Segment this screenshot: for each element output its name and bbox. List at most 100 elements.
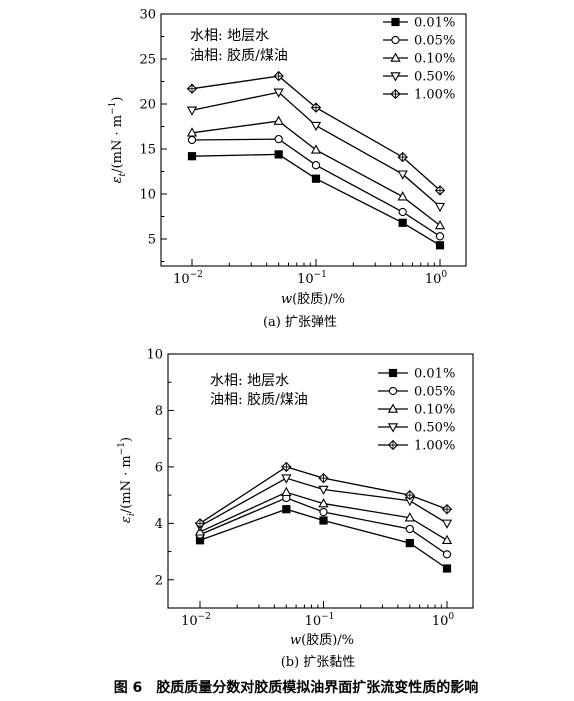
legend-label: 0.50% [414,70,455,85]
x-axis: 10−2 10−1 100 [181,601,454,629]
data-point [397,191,408,201]
series-010 [186,115,446,230]
legend-item: 1.00% [378,439,455,454]
series-group [194,461,453,573]
x-tick-label: 10−1 [297,270,327,287]
data-point [310,144,322,154]
y-tick-label: 15 [139,143,156,158]
legend-marker [391,35,400,45]
legend-label: 0.50% [414,421,455,436]
data-point [273,115,284,125]
legend-marker [387,439,399,451]
y-tick-label: 30 [139,8,156,23]
legend-marker [387,403,399,413]
y-tick-label: 6 [155,460,163,475]
data-point [398,207,407,217]
data-point [318,498,329,508]
x-axis: 10−2 10−1 100 [173,259,447,287]
subcaption-b: (b) 扩张黏性 [281,654,356,670]
legend-marker [390,88,401,100]
y-axis-title: εi/(mN · m−1) [117,437,137,523]
x-axis-title: w(胶质)/% [290,632,354,648]
y-tick-label: 10 [146,348,163,363]
data-point [281,461,292,473]
data-point [274,134,283,144]
y-tick-label: 20 [139,98,156,113]
data-point [434,202,446,213]
y-tick-label: 5 [148,233,156,248]
y-tick-label: 4 [155,517,163,532]
data-point [187,152,197,161]
x-tick-label: 100 [432,612,455,629]
legend-label: 1.00% [414,439,455,454]
legend-item: 0.01% [378,367,455,382]
data-point [435,241,445,250]
y-axis-title: εt/(mN · m−1) [108,97,128,184]
data-point [405,538,414,548]
note-water-phase: 水相: 地层水 [210,373,289,389]
series-group [186,70,446,250]
series-100 [194,461,453,529]
series-001 [187,150,445,250]
series-100 [186,70,446,196]
data-point [397,151,408,163]
chart-panel-elasticity: 5 10 15 20 25 30 10−2 10−1 100 0.01% 0.05% 0.10% 0… [108,8,467,330]
legend-label: 0.10% [414,52,455,67]
legend-marker [390,72,401,82]
data-point [281,486,292,497]
data-point [274,150,283,159]
legend: 0.01% 0.05% 0.10% 0.50% 1.00% [383,16,455,103]
legend-marker [391,17,400,27]
legend-item: 0.10% [383,52,455,67]
data-point [442,564,452,573]
data-point [441,504,453,515]
legend-marker [388,368,398,378]
series-005 [187,134,445,241]
series-050 [186,88,446,213]
data-point [273,70,284,82]
data-point [405,524,414,534]
data-point [311,161,321,170]
legend-item: 0.01% [383,16,455,31]
series-010 [194,486,453,545]
data-point [282,505,291,514]
x-tick-label: 10−2 [173,270,203,287]
legend-item: 0.50% [383,70,455,85]
y-tick-label: 2 [155,573,163,588]
x-tick-label: 10−2 [181,612,211,629]
x-tick-label: 100 [425,270,448,287]
y-tick-label: 25 [139,53,156,68]
y-tick-label: 8 [155,404,163,419]
data-point [435,232,445,241]
data-point [186,106,198,116]
data-point [319,507,328,517]
legend-marker [387,423,399,433]
legend-label: 0.10% [414,403,455,418]
legend-item: 0.05% [383,34,455,49]
data-point [310,121,322,132]
legend-label: 0.05% [414,385,455,400]
data-point [318,472,329,484]
data-point [404,489,416,501]
legend-label: 0.05% [414,34,455,49]
legend-marker [390,52,401,62]
data-point [311,174,321,183]
plot-frame [160,13,467,267]
chart-panel-viscosity: 2 4 6 8 10 10−2 10−1 100 0.01% 0.05% 0.10% 0.50% 1… [117,348,474,670]
note-water-phase: 水相: 地层水 [190,28,269,44]
legend-label: 0.01% [414,367,455,382]
data-point [186,83,198,94]
figure-caption: 图 6 胶质质量分数对胶质模拟油界面扩张流变性质的影响 [114,679,479,696]
data-point [442,550,452,559]
data-point [441,519,453,529]
legend-item: 0.05% [378,385,455,400]
data-point [310,102,322,113]
data-point [434,219,446,230]
legend-item: 0.50% [378,421,455,436]
note-oil-phase: 油相: 胶质/煤油 [210,391,308,408]
legend-marker [388,386,398,396]
y-axis: 5 10 15 20 25 30 [139,8,167,262]
y-tick-label: 10 [139,188,156,203]
legend-label: 0.01% [414,16,455,31]
